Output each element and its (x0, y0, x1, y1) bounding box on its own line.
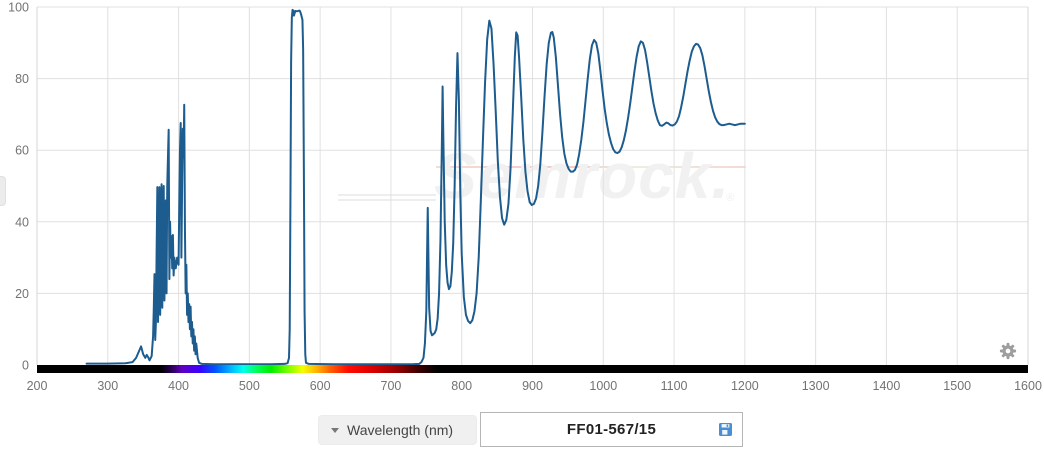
y-tick-label: 80 (15, 72, 29, 86)
x-tick-label: 400 (168, 379, 189, 393)
x-tick-label: 200 (27, 379, 48, 393)
x-tick-label: 1100 (661, 379, 688, 393)
y-tick-label: 20 (15, 287, 29, 301)
visible-spectrum-colorbar (37, 365, 1028, 373)
x-tick-label: 1400 (873, 379, 901, 393)
x-tick-label: 1300 (802, 379, 830, 393)
y-tick-label: 100 (8, 1, 29, 15)
y-tick-label: 40 (15, 215, 29, 229)
x-axis-unit-dropdown[interactable]: Wavelength (nm) (318, 415, 477, 445)
x-tick-label: 1200 (731, 379, 759, 393)
left-panel-handle[interactable] (0, 176, 6, 206)
x-axis-unit-label: Wavelength (nm) (347, 422, 454, 438)
x-tick-label: 300 (97, 379, 118, 393)
transmission-curve (85, 8, 746, 366)
x-tick-label: 600 (310, 379, 331, 393)
x-tick-label: 1500 (943, 379, 971, 393)
x-tick-label: 700 (381, 379, 402, 393)
filter-part-number: FF01-567/15 (566, 421, 657, 438)
x-tick-label: 1000 (589, 379, 617, 393)
x-tick-label: 1600 (1014, 379, 1042, 393)
y-tick-label: 60 (15, 144, 29, 158)
filter-part-field[interactable]: FF01-567/15 (480, 412, 743, 447)
gear-icon[interactable] (999, 342, 1017, 360)
floppy-disk-icon[interactable] (719, 423, 732, 436)
x-tick-label: 900 (522, 379, 543, 393)
y-tick-label: 0 (22, 359, 29, 373)
x-tick-label: 500 (239, 379, 260, 393)
x-tick-label: 800 (451, 379, 472, 393)
spectrum-chart[interactable]: 0 20 40 60 80 100 200 300 400 500 600 700 800 900 1000… (0, 0, 1044, 400)
caret-down-icon (331, 427, 339, 433)
